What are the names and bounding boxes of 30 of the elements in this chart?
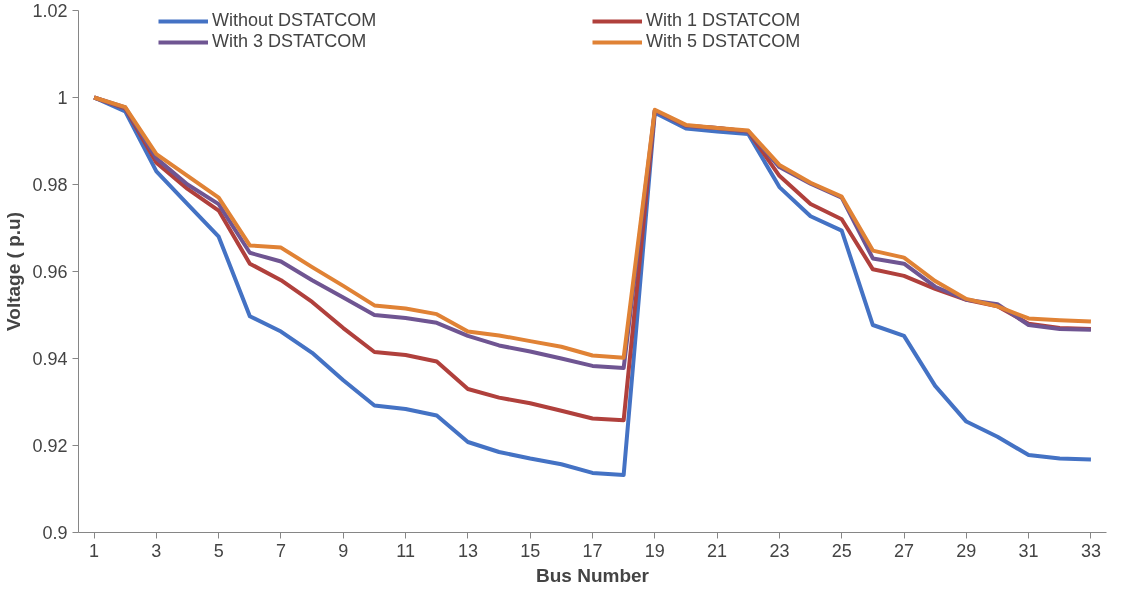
x-tick-label: 5: [213, 540, 224, 561]
legend-label: With 3 DSTATCOM: [212, 31, 368, 52]
x-tick-label: 13: [457, 540, 478, 561]
y-tick-label: 0.92: [32, 436, 68, 456]
x-tick-label: 17: [582, 540, 603, 561]
y-tick-label: 0.98: [32, 175, 68, 195]
x-tick-label: 33: [1080, 540, 1101, 561]
y-tick-label: 1.02: [32, 1, 68, 21]
x-tick-label: 21: [707, 540, 728, 561]
x-tick-label: 25: [831, 540, 852, 561]
y-axis-title: Voltage ( p.u): [3, 212, 25, 331]
x-tick-label: 7: [275, 540, 286, 561]
legend-label: With 5 DSTATCOM: [646, 31, 802, 52]
x-tick-label: 9: [338, 540, 349, 561]
x-tick-label: 1: [89, 540, 100, 561]
x-tick-label: 19: [644, 540, 665, 561]
legend-label: Without DSTATCOM: [212, 10, 378, 31]
x-tick-label: 29: [956, 540, 977, 561]
x-tick-label: 11: [396, 540, 415, 561]
x-tick-label: 3: [151, 540, 162, 561]
legend-label: With 1 DSTATCOM: [646, 10, 802, 31]
x-tick-label: 27: [894, 540, 915, 561]
y-tick-label: 1: [57, 88, 68, 108]
x-axis-title: Bus Number: [536, 564, 650, 586]
x-tick-label: 15: [520, 540, 541, 561]
x-tick-label: 31: [1018, 540, 1039, 561]
y-tick-label: 0.9: [42, 523, 68, 543]
x-tick-label: 23: [769, 540, 790, 561]
y-tick-label: 0.96: [32, 262, 68, 282]
y-tick-label: 0.94: [32, 349, 68, 369]
